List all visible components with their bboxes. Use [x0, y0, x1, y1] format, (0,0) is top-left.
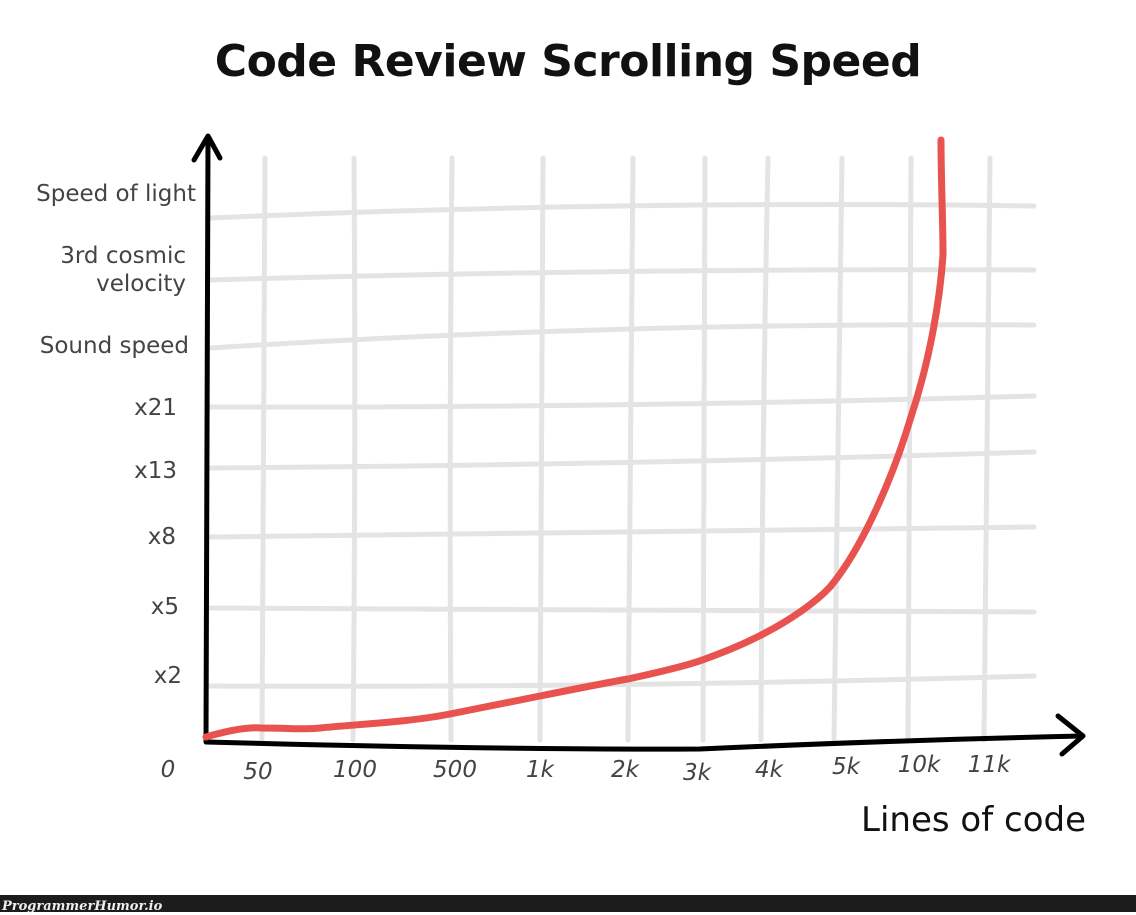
x-axis: [203, 733, 1085, 752]
y-label-x21: x21: [134, 395, 177, 421]
y-label-x2: x2: [153, 663, 182, 689]
y-axis: [203, 135, 211, 743]
watermark-text[interactable]: ProgrammerHumor.io: [2, 899, 163, 914]
x-label-5k: 5k: [832, 754, 860, 780]
x-label-100: 100: [333, 757, 377, 783]
x-label-0: 0: [160, 757, 176, 783]
y-label-x13: x13: [134, 458, 177, 484]
axes: [191, 133, 1086, 757]
scroll-speed-curve: [202, 136, 947, 741]
x-label-1k: 1k: [526, 757, 554, 783]
x-label-3k: 3k: [683, 760, 711, 786]
y-label-3rd-cosmic-velocity: 3rd cosmic velocity: [60, 243, 186, 297]
y-label-x5: x5: [150, 594, 179, 620]
x-label-2k: 2k: [611, 757, 639, 783]
y-axis-arrow-icon: [191, 133, 223, 163]
y-label-sound-speed: Sound speed: [39, 333, 189, 359]
grid-lines: [207, 155, 1037, 743]
x-label-500: 500: [433, 757, 477, 783]
x-axis-title: Lines of code: [861, 800, 1086, 840]
watermark-bar: ProgrammerHumor.io: [0, 895, 1136, 914]
x-axis-arrow-icon: [1055, 713, 1086, 757]
x-label-4k: 4k: [755, 757, 783, 783]
y-label-x8: x8: [147, 524, 176, 550]
x-label-10k: 10k: [897, 752, 941, 778]
chart-title: Code Review Scrolling Speed: [214, 36, 922, 87]
x-label-11k: 11k: [967, 752, 1011, 778]
x-label-50: 50: [243, 759, 273, 785]
y-label-speed-of-light: Speed of light: [36, 181, 196, 207]
